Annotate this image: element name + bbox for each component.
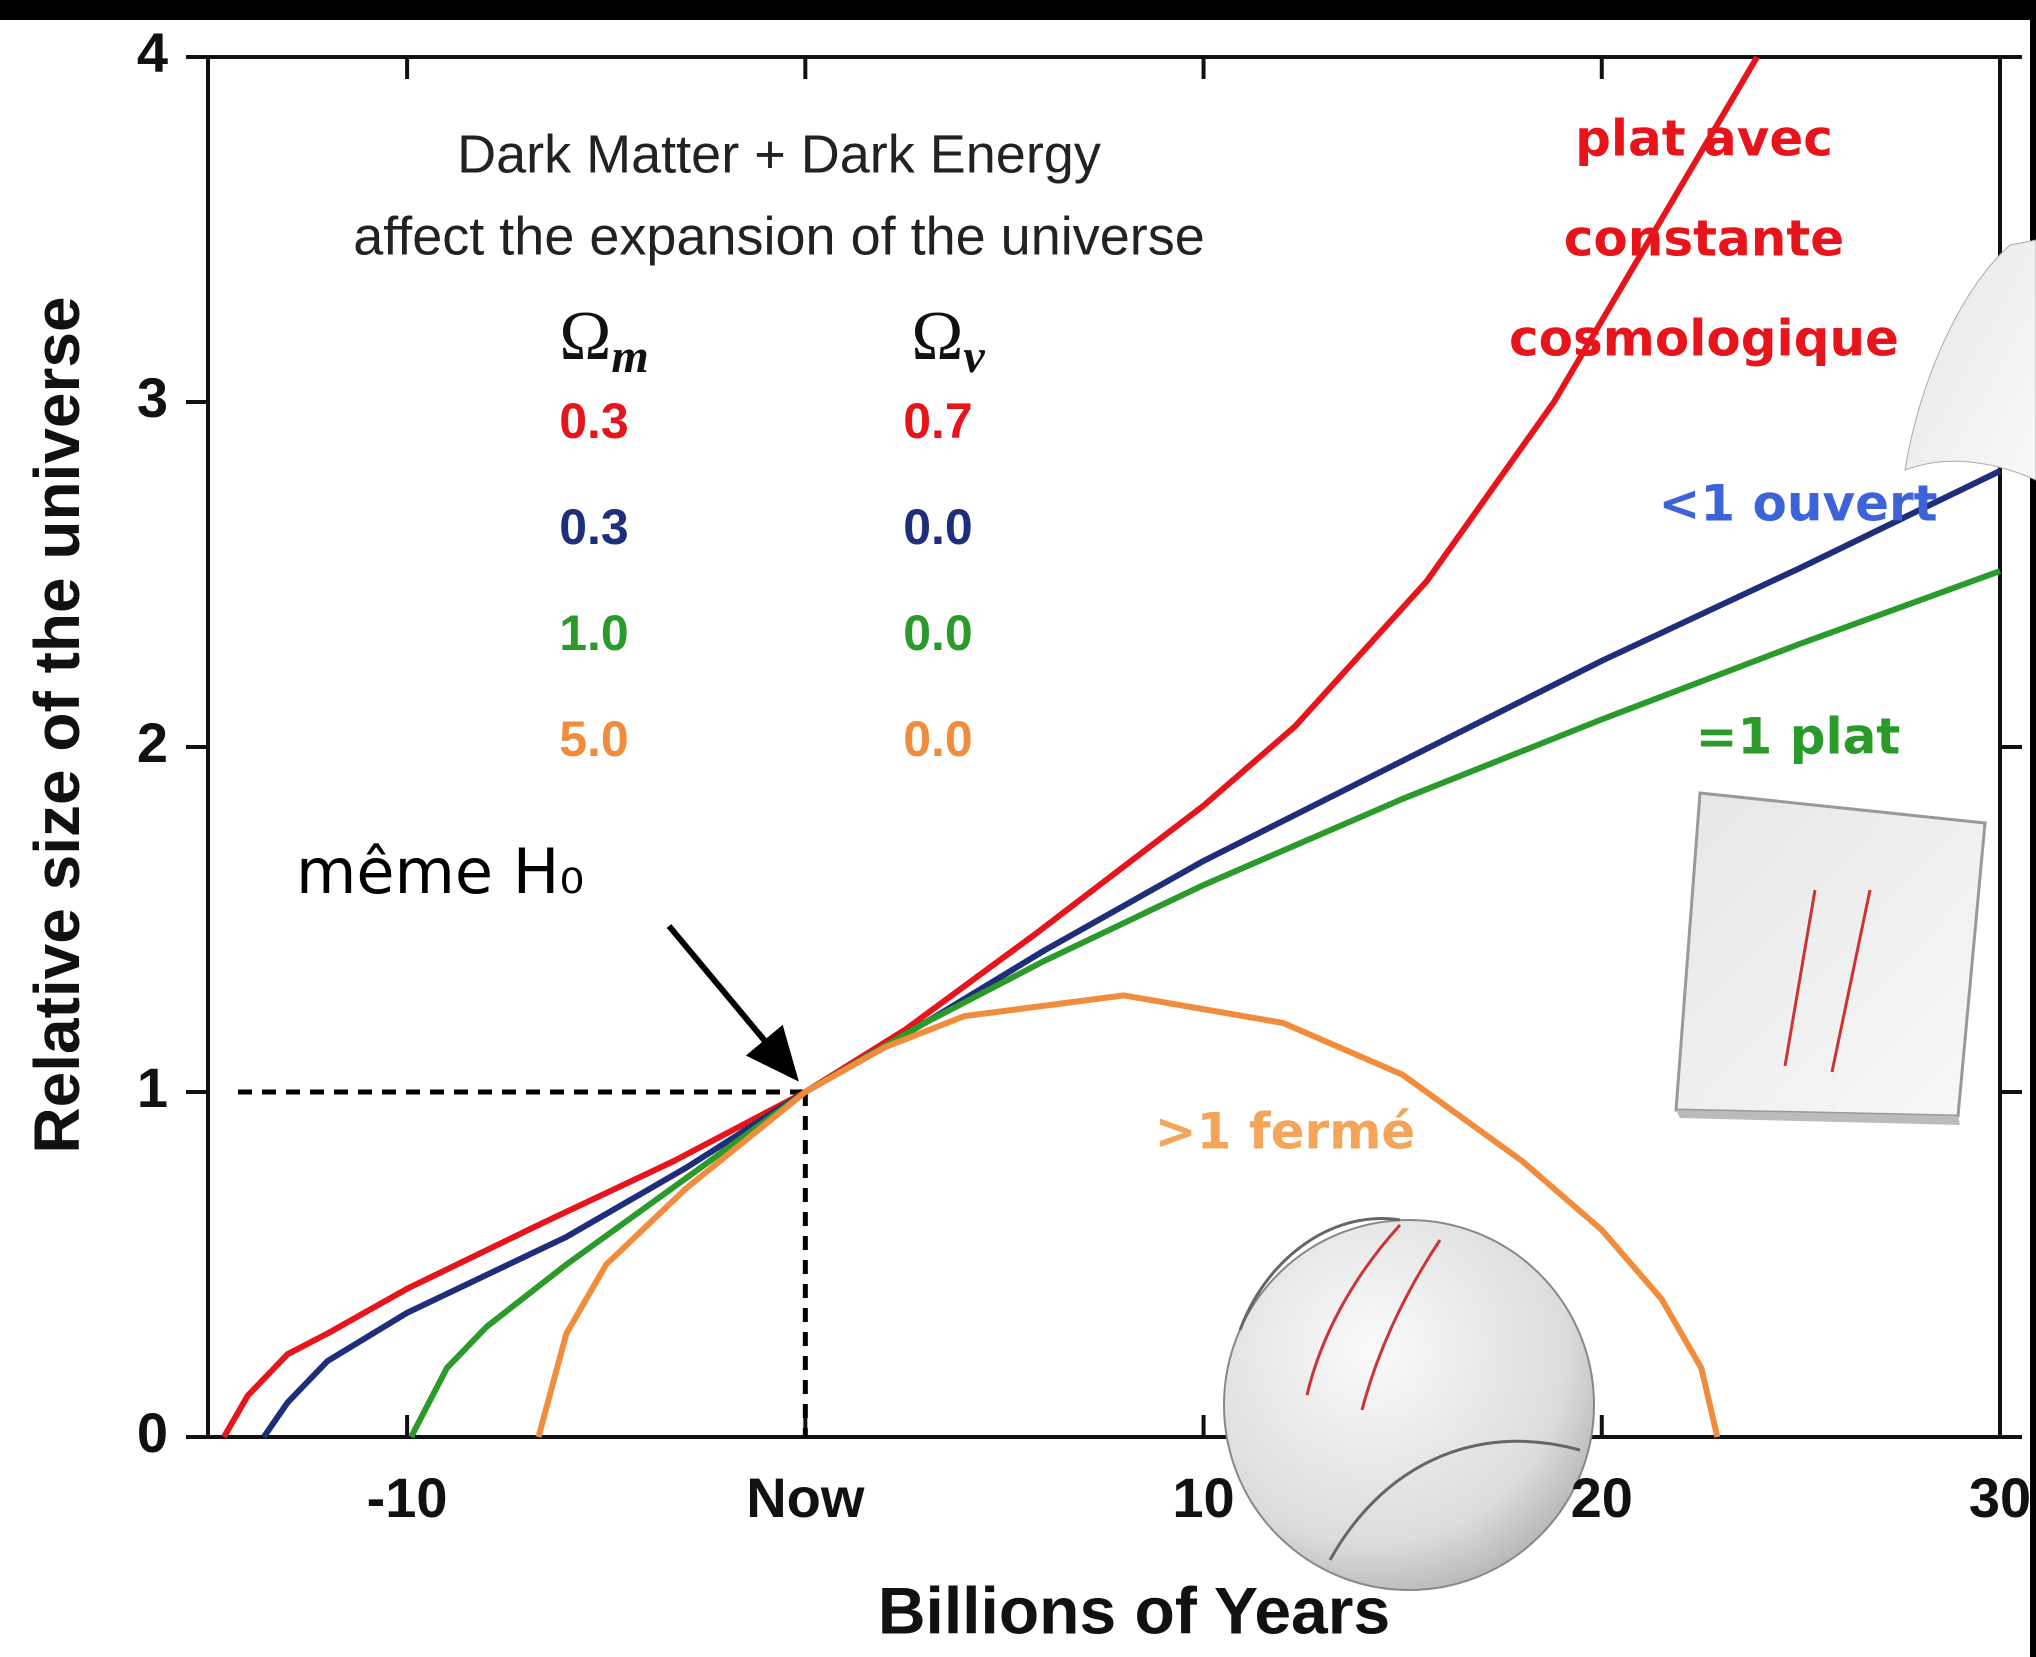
table-cell: 0.0 [903, 711, 973, 767]
table-cell: 5.0 [559, 711, 629, 767]
header-symbol: Ω [911, 298, 963, 375]
table-cell: 0.3 [559, 393, 629, 449]
page: {"chart_data": { "type": "line", "title"… [0, 0, 2036, 1657]
y-tick-label: 2 [137, 711, 168, 774]
table-cell: 0.3 [559, 499, 629, 555]
y-tick-label: 0 [137, 1401, 168, 1464]
series-label: cosmologique [1509, 310, 1899, 368]
chart: Dark Matter + Dark Energy affect the exp… [0, 0, 2036, 1657]
x-tick-label: -10 [367, 1466, 448, 1529]
header-symbol: Ω [559, 298, 611, 375]
table-cell: 0.0 [903, 605, 973, 661]
table-cell: 1.0 [559, 605, 629, 661]
series-label: <1 ouvert [1658, 475, 1937, 533]
x-axis-label: Billions of Years [878, 1573, 1390, 1647]
series-label: plat avec [1575, 110, 1833, 168]
series-label: constante [1564, 210, 1844, 268]
x-tick-label: 20 [1571, 1466, 1633, 1529]
flat-sheet-image [1676, 793, 1985, 1116]
table-cell: 0.7 [903, 393, 973, 449]
y-axis-label: Relative size of the universe [21, 296, 93, 1153]
title-line: Dark Matter + Dark Energy [457, 124, 1101, 184]
series-label: >1 fermé [1155, 1103, 1415, 1161]
annotation: même H₀ [296, 835, 584, 908]
x-tick-label: 10 [1172, 1466, 1234, 1529]
table-cell: 0.0 [903, 499, 973, 555]
series-label: =1 plat [1696, 708, 1901, 766]
header-subscript: v [963, 330, 985, 383]
title-line: affect the expansion of the universe [353, 206, 1205, 266]
y-tick-label: 1 [137, 1056, 168, 1119]
header-subscript: m [611, 330, 648, 383]
y-tick-label: 4 [137, 21, 168, 84]
x-tick-label: 30 [1969, 1466, 2031, 1529]
y-tick-label: 3 [137, 366, 168, 429]
sphere-image [1224, 1220, 1594, 1590]
x-tick-label: Now [746, 1466, 865, 1529]
